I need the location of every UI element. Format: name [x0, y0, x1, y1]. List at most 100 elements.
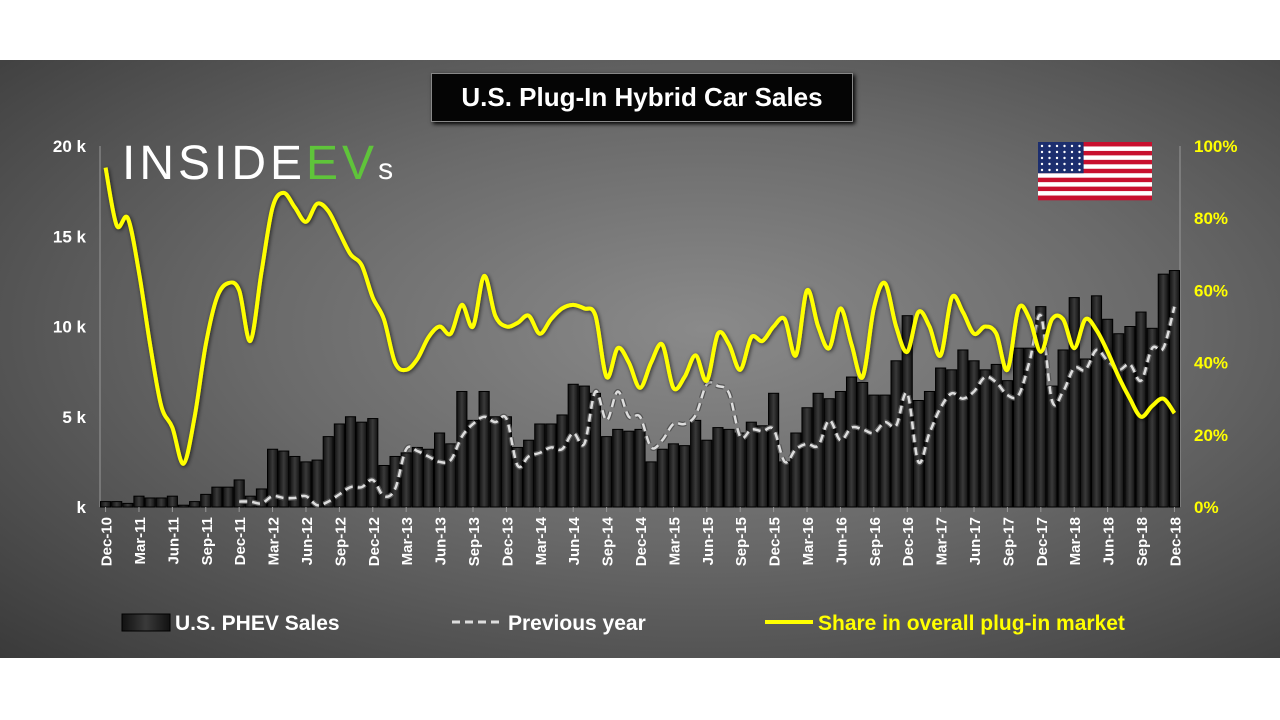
bar: [779, 461, 791, 508]
flag-stripe: [1038, 155, 1152, 161]
bar: [1079, 358, 1091, 508]
flag-star: [1078, 162, 1081, 166]
flag-star: [1055, 144, 1059, 148]
x-tick-label: Dec-10: [99, 517, 116, 566]
x-tick-label: Mar-14: [533, 516, 550, 565]
bar: [1090, 295, 1103, 508]
x-tick-label: Mar-11: [132, 517, 149, 565]
x-tick-label: Mar-13: [399, 517, 416, 565]
bar: [489, 416, 501, 508]
bar: [868, 394, 880, 508]
bar: [367, 418, 379, 508]
x-tick-label: Mar-18: [1067, 517, 1084, 565]
flag-stripe: [1038, 182, 1152, 187]
bar: [166, 495, 178, 508]
flag-star: [1048, 162, 1051, 166]
bar: [756, 425, 769, 508]
flag-star: [1040, 162, 1044, 166]
bar: [845, 376, 858, 508]
flag-star: [1070, 150, 1074, 154]
flag-star: [1078, 156, 1081, 160]
bar: [812, 392, 824, 508]
bar: [567, 383, 579, 508]
bar: [322, 436, 334, 508]
flag-star: [1048, 168, 1051, 172]
y2-tick-label: 100%: [1194, 137, 1237, 156]
y-tick-label: 5 k: [62, 408, 86, 427]
bar: [1046, 385, 1058, 508]
bar: [601, 436, 613, 508]
bar: [122, 502, 134, 508]
insideevs-logo: INSIDEEVs: [122, 137, 398, 190]
bar: [656, 448, 668, 508]
bar: [144, 497, 156, 508]
bar: [467, 419, 479, 508]
bar: [612, 428, 624, 508]
bar: [957, 349, 969, 508]
x-tick-label: Mar-17: [934, 517, 951, 565]
x-tick-label: Dec-17: [1034, 517, 1051, 566]
flag-stripe: [1038, 173, 1152, 178]
y-tick-label: 10 k: [53, 318, 87, 337]
x-tick-label: Sep-18: [1134, 517, 1151, 566]
x-tick-label: Mar-16: [800, 517, 817, 565]
flag-stripe: [1038, 168, 1152, 174]
bar: [801, 407, 813, 508]
bar: [478, 390, 490, 508]
bar: [690, 419, 702, 508]
x-tick-label: Jun-13: [433, 517, 450, 565]
y-tick-label: 20 k: [53, 137, 87, 156]
bar: [890, 360, 902, 508]
bar: [645, 461, 657, 508]
bar: [278, 450, 290, 508]
y-tick-label: 15 k: [53, 227, 87, 246]
x-tick-label: Dec-13: [499, 517, 516, 566]
bar: [968, 360, 980, 508]
bar: [422, 448, 435, 508]
bar: [1068, 297, 1080, 508]
bar: [189, 501, 201, 508]
flag-star: [1055, 156, 1059, 160]
flag-stripe: [1038, 195, 1152, 201]
flag-star: [1063, 168, 1066, 172]
x-tick-label: Jun-16: [833, 517, 850, 565]
flag-star: [1048, 150, 1051, 154]
bar: [411, 446, 423, 508]
previous-year-line: [239, 306, 1176, 507]
bar: [734, 432, 746, 508]
bar: [589, 392, 602, 508]
bar: [133, 495, 145, 508]
share-line: [103, 167, 1177, 466]
flag-star: [1063, 156, 1066, 160]
bar: [211, 486, 223, 508]
x-tick-label: Sep-14: [600, 516, 617, 566]
x-tick-label: Jun-15: [700, 517, 717, 565]
x-tick-label: Mar-15: [666, 517, 683, 565]
bar: [712, 427, 724, 508]
x-tick-label: Sep-17: [1000, 517, 1017, 566]
bar: [1146, 327, 1158, 508]
legend-share: Share in overall plug-in market: [818, 612, 1125, 635]
bar: [523, 439, 535, 508]
flag-stripe: [1038, 164, 1152, 170]
bar: [634, 428, 646, 508]
bar: [300, 461, 312, 508]
bar: [1124, 326, 1136, 508]
x-tick-label: Sep-15: [733, 517, 750, 566]
bar: [1168, 270, 1180, 508]
bar: [935, 367, 947, 508]
bar: [155, 497, 167, 508]
bar: [100, 501, 112, 508]
x-tick-label: Dec-15: [767, 517, 784, 566]
bar: [434, 432, 446, 508]
bar: [1113, 333, 1125, 508]
flag-stripe: [1038, 159, 1152, 165]
flag-stripe: [1038, 186, 1152, 192]
x-tick-label: Dec-11: [232, 517, 249, 565]
y-tick-label: k: [77, 498, 87, 517]
x-tick-label: Sep-13: [466, 517, 483, 566]
bar: [511, 446, 524, 508]
y2-tick-label: 60%: [1194, 281, 1228, 300]
x-tick-label: Jun-11: [165, 517, 182, 565]
